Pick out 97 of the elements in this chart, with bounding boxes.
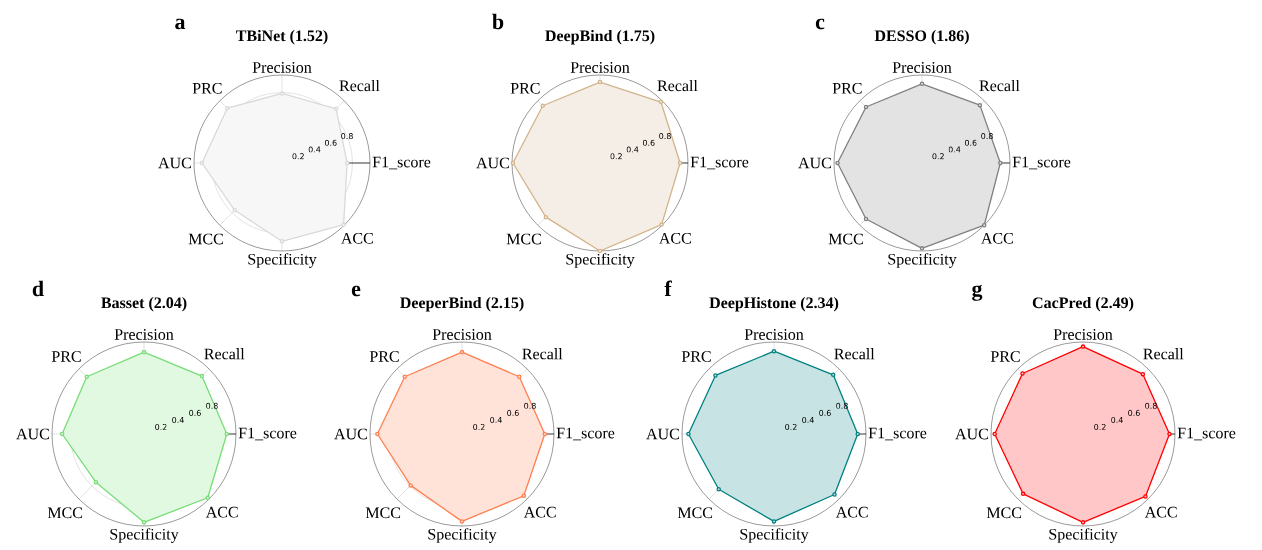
- spoke-label: Precision: [892, 62, 952, 73]
- spoke-label: Recall: [522, 348, 563, 360]
- spoke-label: Specificity: [248, 253, 317, 268]
- spoke-label: MCC: [677, 507, 713, 519]
- text: b: [492, 13, 504, 30]
- y-tick-label: 0.2: [785, 423, 797, 430]
- spoke-label: F1_score: [1012, 156, 1071, 170]
- y-tick-label: 0.6: [189, 409, 201, 416]
- spoke-label: MCC: [828, 233, 863, 245]
- spoke-label: F1_score: [556, 427, 615, 441]
- spoke-label: ACC: [835, 506, 868, 518]
- spoke-label: MCC: [506, 233, 541, 245]
- spoke-label: Recall: [204, 348, 245, 360]
- y-tick-label: 0.6: [642, 139, 655, 146]
- y-tick-label: 0.4: [948, 146, 961, 153]
- spoke-label: Precision: [1053, 329, 1113, 340]
- y-tick-label: 0.6: [324, 139, 337, 146]
- chart-title: DESSO (1.86): [874, 29, 969, 45]
- spoke-label: ACC: [1144, 506, 1177, 518]
- y-tick-label: 0.8: [341, 133, 353, 140]
- y-tick-label: 0.6: [819, 409, 831, 416]
- spoke-label: ACC: [341, 232, 373, 244]
- spoke-label: Precision: [570, 62, 630, 73]
- y-tick-label: 0.8: [981, 133, 993, 140]
- y-tick-label: 0.2: [932, 153, 944, 160]
- spoke-label: AUC: [646, 428, 679, 440]
- y-tick-label: 0.2: [610, 153, 622, 160]
- y-tick-label: 0.2: [473, 423, 485, 430]
- spoke-label: Precision: [114, 329, 174, 340]
- chart-title: DeepBind (1.75): [545, 29, 655, 45]
- spoke-label: PRC: [681, 351, 711, 362]
- spoke-label: MCC: [365, 507, 401, 519]
- y-tick-label: 0.6: [507, 409, 519, 416]
- text: f: [664, 280, 672, 296]
- spoke-label: Specificity: [888, 253, 957, 268]
- spoke-label: F1_score: [690, 156, 749, 170]
- spoke-label: PRC: [832, 82, 862, 94]
- y-tick-label: 0.2: [292, 153, 304, 160]
- y-tick-label: 0.2: [1094, 423, 1106, 430]
- spoke-label: MCC: [986, 507, 1022, 519]
- text: g: [972, 284, 983, 301]
- chart-title: DeepHistone (2.34): [709, 296, 839, 312]
- spoke-label: AUC: [798, 157, 831, 169]
- y-tick-label: 0.4: [626, 146, 639, 153]
- text: d: [32, 280, 44, 297]
- spoke-label: ACC: [981, 232, 1013, 244]
- spoke-label: MCC: [188, 233, 223, 245]
- spoke-label: Specificity: [566, 253, 635, 268]
- chart-title: DeeperBind (2.15): [400, 296, 524, 312]
- y-tick-label: 0.8: [206, 402, 218, 409]
- spoke-label: AUC: [16, 428, 49, 440]
- y-tick-label: 0.8: [1145, 402, 1157, 409]
- y-tick-label: 0.2: [155, 423, 167, 430]
- y-tick-label: 0.4: [172, 416, 184, 423]
- spoke-label: Precision: [252, 62, 312, 73]
- y-tick-label: 0.4: [802, 416, 814, 423]
- text: c: [815, 18, 825, 30]
- y-tick-label: 0.6: [964, 139, 977, 146]
- spoke-label: AUC: [158, 157, 191, 169]
- spoke-label: AUC: [476, 157, 509, 169]
- spoke-label: AUC: [334, 428, 367, 440]
- spoke-label: Precision: [744, 329, 804, 340]
- spoke-label: Precision: [432, 329, 492, 340]
- spoke-label: Recall: [834, 348, 875, 360]
- y-tick-label: 0.4: [308, 146, 321, 153]
- spoke-label: Specificity: [110, 528, 179, 543]
- y-tick-label: 0.4: [490, 416, 502, 423]
- spoke-label: Recall: [979, 79, 1020, 92]
- spoke-label: Specificity: [1049, 528, 1118, 543]
- chart-title: Basset (2.04): [101, 296, 187, 312]
- spoke-label: Recall: [339, 79, 380, 92]
- spoke-label: ACC: [659, 232, 691, 244]
- text: a: [175, 18, 186, 30]
- y-tick-label: 0.4: [1111, 416, 1123, 423]
- y-tick-label: 0.8: [659, 133, 671, 140]
- y-tick-label: 0.6: [1128, 409, 1140, 416]
- spoke-label: Recall: [657, 79, 698, 92]
- spoke-label: Recall: [1143, 348, 1184, 360]
- spoke-label: PRC: [369, 351, 399, 362]
- spoke-label: Specificity: [740, 528, 809, 543]
- spoke-label: ACC: [523, 506, 556, 518]
- spoke-label: F1_score: [1177, 427, 1236, 441]
- spoke-label: Specificity: [428, 528, 497, 543]
- spoke-label: MCC: [47, 507, 83, 519]
- spoke-label: AUC: [955, 428, 988, 440]
- spoke-label: PRC: [51, 351, 81, 362]
- spoke-label: ACC: [205, 506, 238, 518]
- text: e: [351, 285, 361, 297]
- chart-title: CacPred (2.49): [1032, 296, 1134, 312]
- y-tick-label: 0.8: [524, 402, 536, 409]
- spoke-label: PRC: [990, 351, 1020, 362]
- spoke-label: PRC: [510, 82, 540, 94]
- spoke-label: F1_score: [238, 427, 297, 441]
- chart-title: TBiNet (1.52): [236, 29, 328, 45]
- spoke-label: F1_score: [372, 156, 431, 170]
- spoke-label: PRC: [192, 82, 222, 94]
- spoke-label: F1_score: [868, 427, 927, 441]
